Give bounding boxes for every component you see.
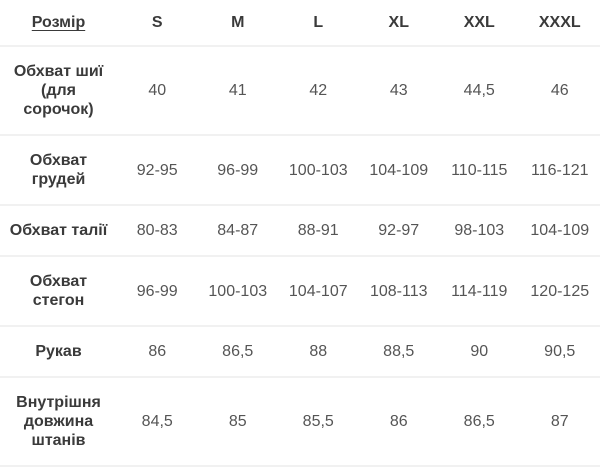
cell-value: 42 xyxy=(278,46,359,135)
cell-value: 100-103 xyxy=(198,256,279,326)
size-column-header: Розмір xyxy=(0,0,117,46)
cell-value: 120-125 xyxy=(520,256,600,326)
table-row-hips: Обхват стегон 96-99 100-103 104-107 108-… xyxy=(0,256,600,326)
cell-value: 80-83 xyxy=(117,205,198,256)
cell-value: 44,5 xyxy=(439,46,520,135)
cell-value: 46 xyxy=(520,46,600,135)
cell-value: 84,5 xyxy=(117,377,198,466)
cell-value: 85 xyxy=(198,377,279,466)
row-label-waist: Обхват талії xyxy=(0,205,117,256)
cell-value: 116-121 xyxy=(520,135,600,205)
header-size-m: M xyxy=(198,0,279,46)
row-label-inseam: Внутрішня довжина штанів xyxy=(0,377,117,466)
cell-value: 108-113 xyxy=(359,256,440,326)
header-row: Розмір S M L XL XXL XXXL xyxy=(0,0,600,46)
cell-value: 96-99 xyxy=(117,256,198,326)
cell-value: 104-107 xyxy=(278,256,359,326)
cell-value: 88 xyxy=(278,326,359,377)
cell-value: 43 xyxy=(359,46,440,135)
cell-value: 90,5 xyxy=(520,326,600,377)
row-label-sleeve: Рукав xyxy=(0,326,117,377)
table-row-inseam: Внутрішня довжина штанів 84,5 85 85,5 86… xyxy=(0,377,600,466)
header-size-xxxl: XXXL xyxy=(520,0,600,46)
cell-value: 86 xyxy=(359,377,440,466)
cell-value: 90 xyxy=(439,326,520,377)
size-header-link[interactable]: Розмір xyxy=(32,14,85,31)
cell-value: 114-119 xyxy=(439,256,520,326)
cell-value: 92-97 xyxy=(359,205,440,256)
cell-value: 110-115 xyxy=(439,135,520,205)
row-label-hips: Обхват стегон xyxy=(0,256,117,326)
header-size-xxl: XXL xyxy=(439,0,520,46)
cell-value: 40 xyxy=(117,46,198,135)
table-row-neck: Обхват шиї (для сорочок) 40 41 42 43 44,… xyxy=(0,46,600,135)
row-label-chest: Обхват грудей xyxy=(0,135,117,205)
cell-value: 100-103 xyxy=(278,135,359,205)
cell-value: 104-109 xyxy=(520,205,600,256)
table-row-sleeve: Рукав 86 86,5 88 88,5 90 90,5 xyxy=(0,326,600,377)
cell-value: 88,5 xyxy=(359,326,440,377)
header-size-xl: XL xyxy=(359,0,440,46)
cell-value: 98-103 xyxy=(439,205,520,256)
cell-value: 85,5 xyxy=(278,377,359,466)
header-size-s: S xyxy=(117,0,198,46)
cell-value: 84-87 xyxy=(198,205,279,256)
cell-value: 88-91 xyxy=(278,205,359,256)
cell-value: 104-109 xyxy=(359,135,440,205)
row-label-neck: Обхват шиї (для сорочок) xyxy=(0,46,117,135)
cell-value: 96-99 xyxy=(198,135,279,205)
cell-value: 86,5 xyxy=(439,377,520,466)
cell-value: 87 xyxy=(520,377,600,466)
cell-value: 86,5 xyxy=(198,326,279,377)
cell-value: 41 xyxy=(198,46,279,135)
table-row-chest: Обхват грудей 92-95 96-99 100-103 104-10… xyxy=(0,135,600,205)
cell-value: 92-95 xyxy=(117,135,198,205)
header-size-l: L xyxy=(278,0,359,46)
cell-value: 86 xyxy=(117,326,198,377)
table-row-waist: Обхват талії 80-83 84-87 88-91 92-97 98-… xyxy=(0,205,600,256)
